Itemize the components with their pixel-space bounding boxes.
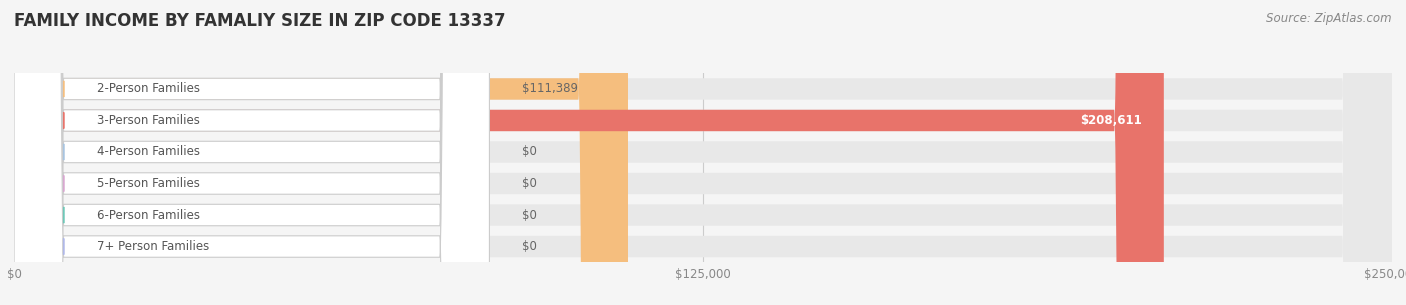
FancyBboxPatch shape <box>14 0 489 305</box>
FancyBboxPatch shape <box>14 0 1392 305</box>
FancyBboxPatch shape <box>14 0 489 305</box>
Text: $208,611: $208,611 <box>1080 114 1142 127</box>
Text: 7+ Person Families: 7+ Person Families <box>97 240 209 253</box>
Text: 5-Person Families: 5-Person Families <box>97 177 200 190</box>
Text: $0: $0 <box>523 145 537 159</box>
Text: FAMILY INCOME BY FAMALIY SIZE IN ZIP CODE 13337: FAMILY INCOME BY FAMALIY SIZE IN ZIP COD… <box>14 12 506 30</box>
Text: 2-Person Families: 2-Person Families <box>97 82 200 95</box>
FancyBboxPatch shape <box>14 0 489 305</box>
FancyBboxPatch shape <box>14 0 1392 305</box>
FancyBboxPatch shape <box>14 0 489 305</box>
FancyBboxPatch shape <box>14 0 1164 305</box>
FancyBboxPatch shape <box>14 0 1392 305</box>
Text: 3-Person Families: 3-Person Families <box>97 114 200 127</box>
Text: 4-Person Families: 4-Person Families <box>97 145 200 159</box>
Text: $0: $0 <box>523 209 537 221</box>
Text: $0: $0 <box>523 240 537 253</box>
FancyBboxPatch shape <box>14 0 489 305</box>
FancyBboxPatch shape <box>14 0 489 305</box>
FancyBboxPatch shape <box>14 0 628 305</box>
Text: $111,389: $111,389 <box>523 82 578 95</box>
Text: $0: $0 <box>523 177 537 190</box>
FancyBboxPatch shape <box>14 0 1392 305</box>
FancyBboxPatch shape <box>14 0 1392 305</box>
Text: 6-Person Families: 6-Person Families <box>97 209 200 221</box>
Text: Source: ZipAtlas.com: Source: ZipAtlas.com <box>1267 12 1392 25</box>
FancyBboxPatch shape <box>14 0 1392 305</box>
